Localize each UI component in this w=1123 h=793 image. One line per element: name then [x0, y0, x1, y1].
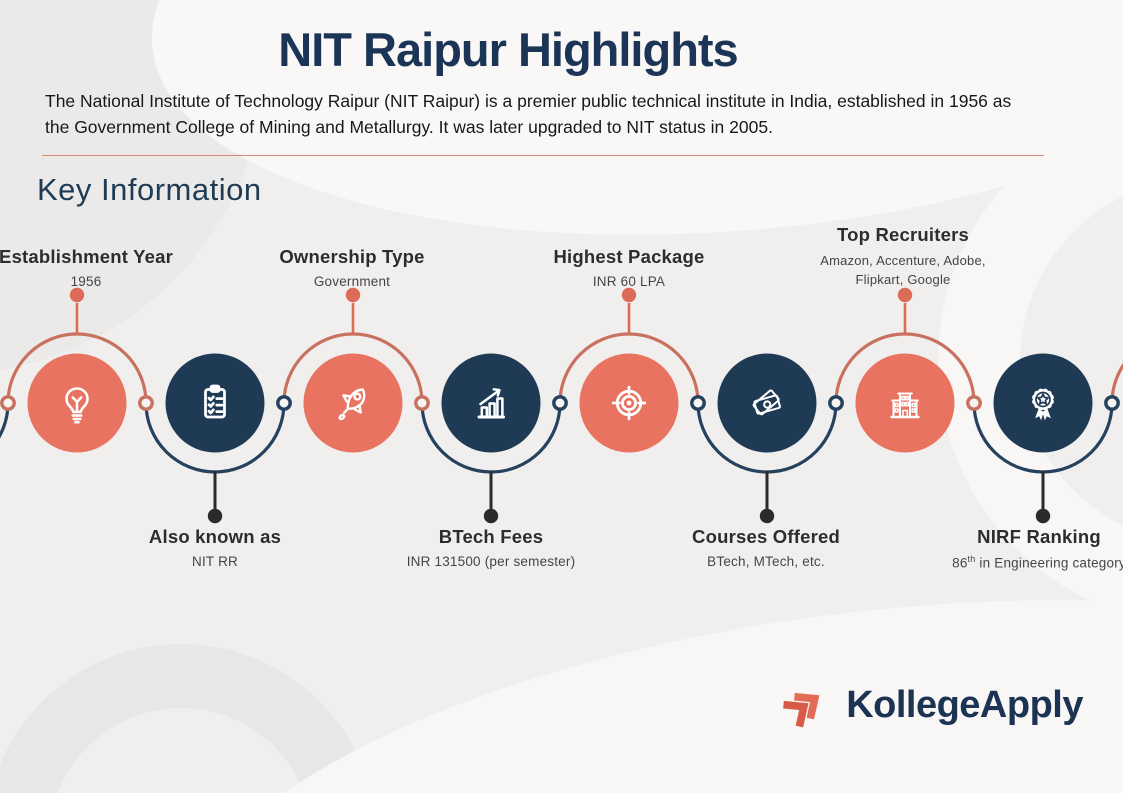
bar-chart-growth-icon — [477, 388, 505, 419]
timeline-node-nirf-ranking — [993, 353, 1093, 453]
timeline-node-ownership-type — [303, 353, 403, 453]
node-title: Ownership Type — [279, 246, 425, 267]
node-subtitle: BTech, MTech, etc. — [707, 554, 825, 569]
clipboard-checklist-icon — [204, 384, 226, 419]
timeline-stems — [69, 287, 1051, 524]
lightbulb-icon — [65, 387, 89, 424]
timeline-label-nirf-ranking: NIRF Ranking 86th in Engineering categor… — [952, 526, 1123, 571]
timeline-label-ownership-type: Ownership Type Government — [279, 246, 424, 289]
page-title: NIT Raipur Highlights — [278, 23, 738, 76]
brand-logo: KollegeApply — [779, 678, 1083, 732]
page-description: The National Institute of Technology Rai… — [45, 91, 1012, 137]
rocket-icon — [338, 388, 366, 421]
timeline-node-establishment-year — [27, 353, 127, 453]
node-subtitle: Amazon, Accenture, Adobe, Flipkart, Goog… — [820, 253, 986, 287]
timeline-label-highest-package: Highest Package INR 60 LPA — [553, 246, 704, 289]
timeline-label-btech-fees: BTech Fees INR 131500 (per semester) — [407, 526, 576, 569]
double-chevron-icon — [783, 692, 820, 728]
timeline-label-top-recruiters: Top Recruiters Amazon, Accenture, Adobe,… — [820, 224, 985, 289]
node-title: Highest Package — [553, 246, 705, 267]
node-title: BTech Fees — [438, 526, 544, 547]
timeline-node-btech-fees — [441, 353, 541, 453]
timeline-label-also-known-as: Also known as NIT RR — [149, 526, 281, 569]
target-icon — [611, 385, 647, 421]
node-subtitle: 1956 — [70, 274, 102, 289]
timeline-junction-rings — [0, 395, 1120, 411]
banknotes-icon — [752, 389, 781, 416]
node-subtitle: INR 60 LPA — [592, 274, 666, 289]
building-icon — [890, 392, 920, 419]
node-subtitle: INR 131500 (per semester) — [406, 554, 576, 569]
brand-logo-text: KollegeApply — [846, 683, 1083, 726]
node-title: Top Recruiters — [837, 224, 969, 245]
timeline-graphic — [0, 287, 1123, 524]
timeline-label-courses-offered: Courses Offered BTech, MTech, etc. — [692, 526, 840, 569]
node-title: Establishment Year — [0, 246, 173, 267]
node-title: Also known as — [148, 526, 282, 547]
timeline-node-top-recruiters — [855, 353, 955, 453]
node-subtitle: 86th in Engineering category — [952, 554, 1123, 571]
timeline-node-courses-offered — [717, 353, 817, 453]
node-title: Courses Offered — [692, 526, 840, 547]
timeline-label-establishment-year: Establishment Year 1956 — [0, 246, 173, 289]
award-medal-icon — [1032, 388, 1054, 421]
node-subtitle: Government — [313, 274, 391, 289]
node-subtitle: NIT RR — [192, 554, 238, 569]
node-title: NIRF Ranking — [977, 526, 1101, 547]
timeline-node-highest-package — [579, 353, 679, 453]
section-heading: Key Information — [37, 172, 262, 207]
divider-line — [42, 155, 1044, 157]
timeline-node-also-known-as — [165, 353, 265, 453]
